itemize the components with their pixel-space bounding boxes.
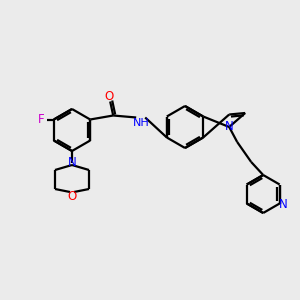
Text: O: O bbox=[68, 190, 76, 202]
Text: O: O bbox=[105, 90, 114, 103]
Text: NH: NH bbox=[133, 118, 150, 128]
Text: N: N bbox=[68, 157, 76, 169]
Text: F: F bbox=[38, 113, 44, 126]
Text: N: N bbox=[279, 198, 288, 211]
Text: N: N bbox=[225, 119, 234, 133]
